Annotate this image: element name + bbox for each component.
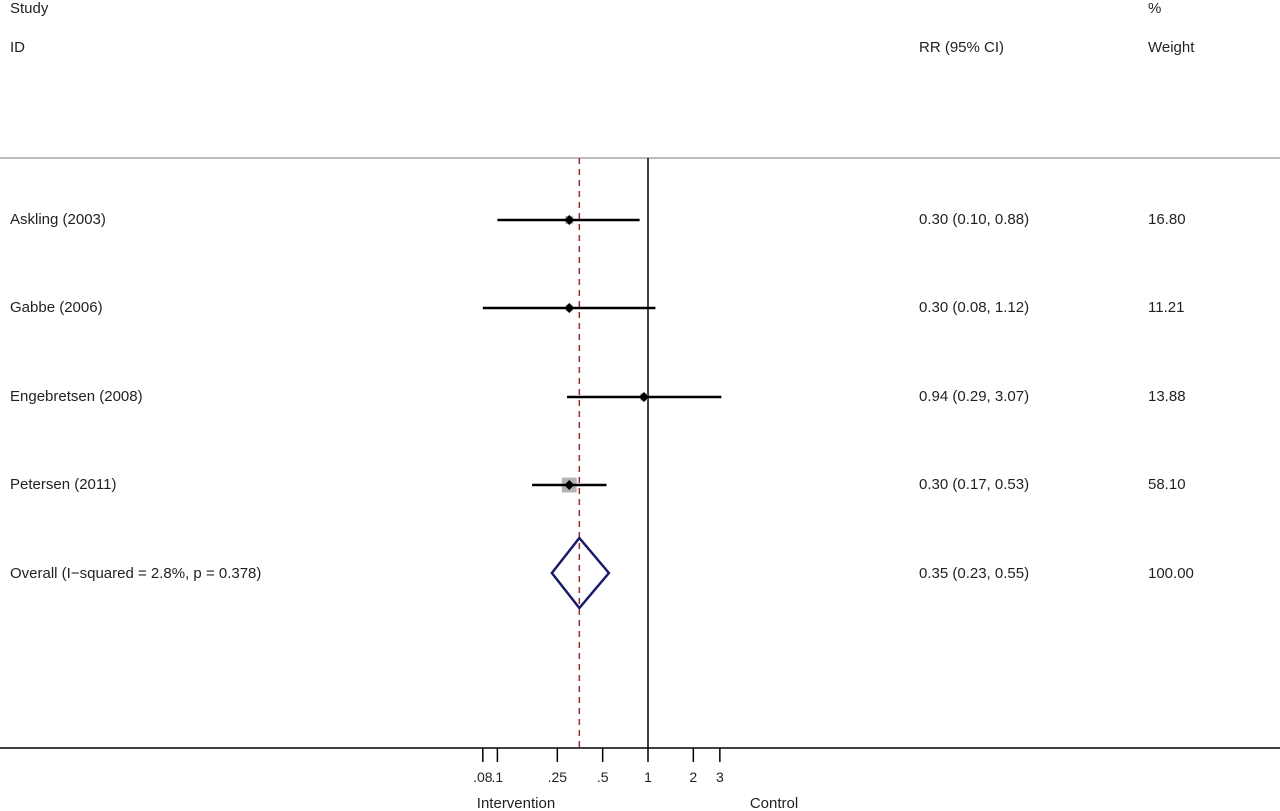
right-axis-label: Control — [750, 795, 798, 811]
point-estimate-0 — [564, 215, 575, 225]
x-tick-label-0: .08 — [473, 769, 493, 785]
x-tick-label-6: 3 — [716, 769, 724, 785]
overall-diamond — [550, 536, 611, 610]
x-tick-label-4: 1 — [644, 769, 652, 785]
study-ci-gabbe: 0.30 (0.08, 1.12) — [919, 299, 1030, 316]
weight-header: Weight — [1148, 39, 1195, 56]
left-axis-label: Intervention — [477, 795, 555, 811]
study-ci-engebretsen: 0.94 (0.29, 3.07) — [919, 388, 1030, 405]
id-header: ID — [10, 39, 25, 56]
study-weight-gabbe: 11.21 — [1148, 299, 1185, 316]
study-header: Study — [10, 0, 49, 17]
rr-ci-header: RR (95% CI) — [919, 39, 1005, 56]
study-ci-askling: 0.30 (0.10, 0.88) — [919, 211, 1030, 228]
x-tick-label-1: .1 — [492, 769, 504, 785]
percent-header: % — [1148, 0, 1162, 17]
study-label-engebretsen: Engebretsen (2008) — [10, 388, 143, 405]
study-weight-askling: 16.80 — [1148, 211, 1186, 228]
study-label-gabbe: Gabbe (2006) — [10, 299, 103, 316]
x-tick-label-2: .25 — [548, 769, 568, 785]
x-tick-label-5: 2 — [689, 769, 697, 785]
x-tick-label-3: .5 — [597, 769, 609, 785]
overall-weight: 100.00 — [1148, 565, 1194, 582]
point-estimate-2 — [638, 392, 649, 402]
study-ci-petersen: 0.30 (0.17, 0.53) — [919, 476, 1030, 493]
overall-ci: 0.35 (0.23, 0.55) — [919, 565, 1030, 582]
overall-label: Overall (I−squared = 2.8%, p = 0.378) — [10, 565, 262, 582]
study-label-petersen: Petersen (2011) — [10, 476, 117, 493]
point-estimate-3 — [564, 480, 575, 490]
study-label-askling: Askling (2003) — [10, 211, 106, 228]
study-weight-petersen: 58.10 — [1148, 476, 1186, 493]
point-estimate-1 — [564, 303, 575, 313]
study-weight-engebretsen: 13.88 — [1148, 388, 1186, 405]
